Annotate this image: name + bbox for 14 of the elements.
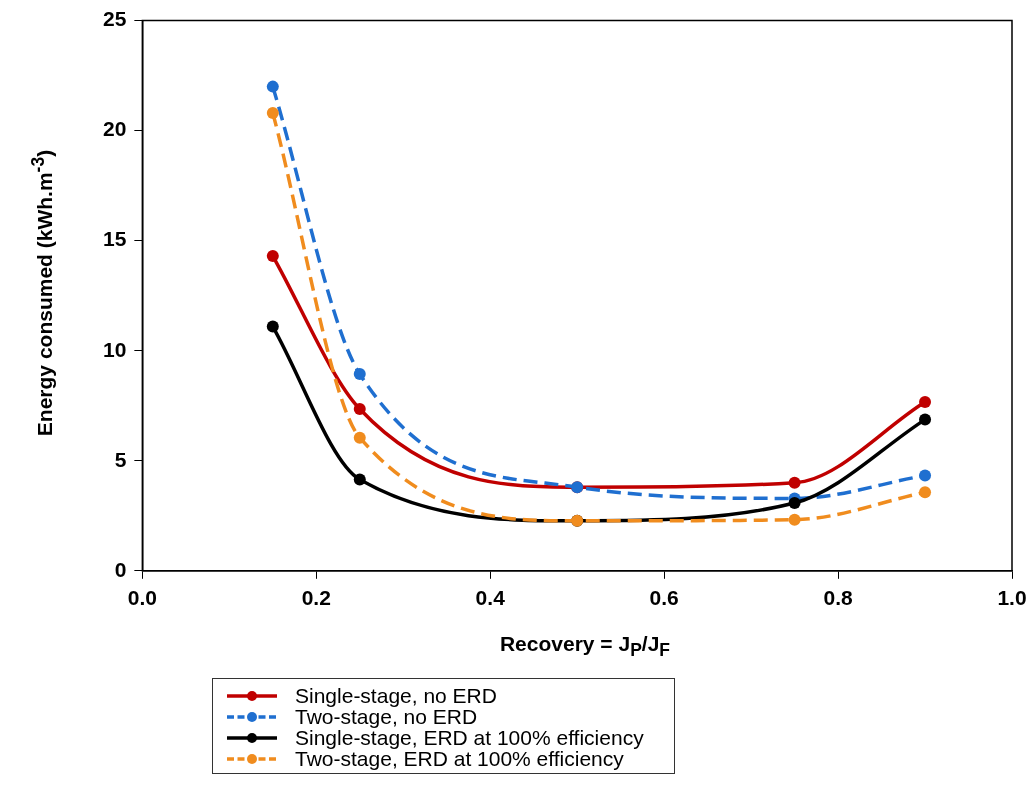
y-tick-label: 25 [103, 7, 127, 31]
x-tick-label: 0.2 [301, 586, 331, 610]
x-tick-label: 0.8 [823, 586, 853, 610]
y-tick-label: 15 [103, 227, 127, 251]
x-tick-label: 0.4 [475, 586, 506, 610]
x-tick-label: 0.0 [127, 586, 157, 610]
legend-label: Single-stage, no ERD [295, 684, 497, 707]
x-tick-label: 0.6 [649, 586, 679, 610]
x-axis-title: Recovery = J$_{P}$/J$_{F}$ [499, 632, 671, 662]
x-tick-label: 1.0 [997, 586, 1027, 610]
y-tick-label: 0 [114, 557, 127, 581]
y-tick-label: 5 [114, 447, 127, 471]
y-tick-label: 10 [103, 337, 127, 361]
y-tick-label: 20 [103, 117, 127, 141]
